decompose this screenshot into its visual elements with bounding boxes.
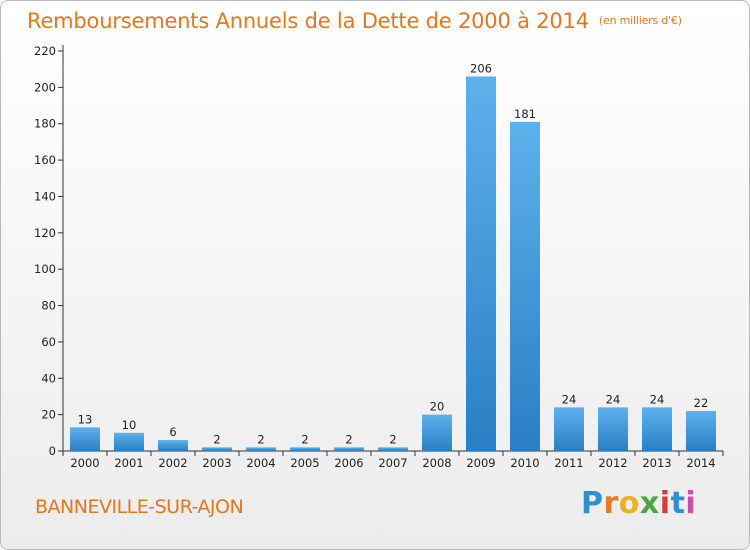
bar	[70, 427, 100, 451]
bar-value-label: 2	[345, 432, 352, 446]
logo-letter: t	[670, 486, 686, 521]
bar	[510, 121, 540, 451]
bar	[114, 432, 144, 451]
bars	[70, 76, 716, 452]
y-tick-label: 60	[41, 335, 56, 349]
y-tick-label: 160	[34, 153, 56, 167]
bar-value-label: 13	[78, 412, 93, 426]
x-tick-label: 2001	[114, 456, 143, 470]
bar-value-label: 2	[257, 432, 264, 446]
y-tick-label: 220	[34, 44, 56, 58]
y-tick-label: 0	[49, 444, 56, 458]
y-axis: 0 20 40 60 80 100 120 140 160 180 200 220	[34, 44, 64, 458]
bar	[642, 407, 672, 451]
chart-title-text: Remboursements Annuels de la Dette de 20…	[27, 9, 589, 33]
y-tick-label: 120	[34, 226, 56, 240]
commune-name: BANNEVILLE-SUR-AJON	[35, 496, 244, 518]
bar	[598, 407, 628, 451]
bar-value-label: 22	[694, 396, 709, 410]
bar-value-label: 24	[562, 392, 577, 406]
logo-letter: i	[659, 486, 671, 521]
bar-value-label: 206	[470, 61, 492, 75]
x-tick-label: 2008	[422, 456, 451, 470]
x-tick-label: 2002	[158, 456, 187, 470]
bar	[334, 447, 364, 451]
logo-letter: P	[581, 486, 604, 521]
bar-value-label: 6	[169, 425, 176, 439]
bar	[290, 447, 320, 451]
bar	[202, 447, 232, 451]
bar	[378, 447, 408, 451]
logo-letter: r	[603, 486, 619, 521]
bar	[246, 447, 276, 451]
bar-value-label: 2	[389, 432, 396, 446]
bar-value-label: 2	[213, 432, 220, 446]
bar-value-label: 10	[122, 418, 137, 432]
bar-value-label: 2	[301, 432, 308, 446]
bar	[422, 414, 452, 451]
x-tick-label: 2003	[202, 456, 231, 470]
logo-letter: x	[639, 486, 660, 521]
bar-value-label: 24	[650, 392, 665, 406]
x-tick-label: 2010	[510, 456, 539, 470]
y-tick-label: 180	[34, 117, 56, 131]
x-tick-label: 2007	[378, 456, 407, 470]
bar-value-label: 20	[430, 400, 445, 414]
x-tick-label: 2004	[246, 456, 275, 470]
y-tick-label: 20	[41, 408, 56, 422]
chart-title: Remboursements Annuels de la Dette de 20…	[27, 9, 682, 33]
x-tick-label: 2005	[290, 456, 319, 470]
y-tick-label: 40	[41, 371, 56, 385]
bar-value-label: 24	[606, 392, 621, 406]
x-axis: 2000 2001 2002 2003 2004 2005 2006 2007 2008 2009…	[62, 450, 724, 470]
x-tick-label: 2014	[686, 456, 715, 470]
chart-unit: (en milliers d'€)	[598, 14, 682, 27]
x-tick-label: 2009	[466, 456, 495, 470]
proxiti-logo: Proxiti	[581, 486, 696, 521]
x-tick-label: 2011	[554, 456, 583, 470]
x-tick-label: 2013	[642, 456, 671, 470]
bar	[554, 407, 584, 451]
x-tick-label: 2000	[70, 456, 99, 470]
y-tick-label: 100	[34, 262, 56, 276]
x-tick-label: 2012	[598, 456, 627, 470]
logo-letter: o	[618, 486, 640, 521]
y-tick-label: 80	[41, 299, 56, 313]
logo-letter: i	[685, 486, 697, 521]
y-tick-label: 200	[34, 80, 56, 94]
bar	[686, 411, 716, 451]
y-tick-label: 140	[34, 189, 56, 203]
bar	[466, 76, 496, 452]
bar-value-label: 181	[514, 107, 536, 121]
x-tick-label: 2006	[334, 456, 363, 470]
bar	[158, 440, 188, 451]
